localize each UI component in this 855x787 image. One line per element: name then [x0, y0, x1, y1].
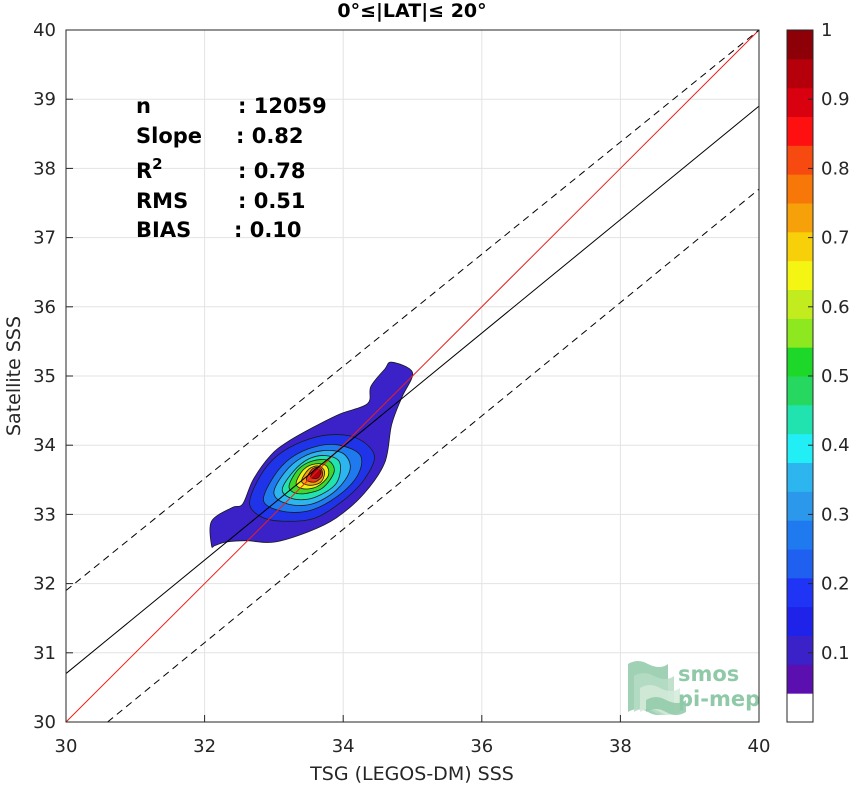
y-tick-label: 36 — [33, 297, 56, 318]
stat-bias-value: : 0.10 — [234, 218, 302, 242]
grid — [66, 30, 759, 722]
colorbar: 0.1 0.2 0.3 0.4 0.5 0.6 0.7 0.8 0.9 1 — [786, 20, 850, 723]
colorbar-segment — [787, 433, 813, 463]
colorbar-segment — [787, 347, 813, 377]
x-axis-ticks: 30 32 34 36 38 40 — [55, 715, 771, 757]
x-tick-label: 32 — [193, 736, 216, 757]
colorbar-segment — [787, 491, 813, 521]
colorbar-tick-label: 0.5 — [821, 366, 850, 387]
colorbar-tick-label: 0.2 — [821, 574, 850, 595]
y-tick-label: 32 — [33, 574, 56, 595]
y-axis-ticks: 30 31 32 33 34 35 36 37 38 39 40 — [33, 20, 73, 733]
colorbar-segment — [787, 145, 813, 175]
regression-line — [66, 105, 759, 674]
chart-title: 0°≤|LAT|≤ 20° — [337, 0, 486, 22]
stat-r-value: : 0.78 — [238, 159, 306, 183]
colorbar-tick-label: 0.9 — [821, 89, 850, 110]
x-axis-label: TSG (LEGOS-DM) SSS — [309, 763, 514, 785]
x-tick-label: 34 — [332, 736, 355, 757]
colorbar-segment — [787, 58, 813, 89]
colorbar-tick-label: 0.7 — [821, 228, 850, 249]
colorbar-segment — [787, 318, 813, 348]
y-tick-label: 39 — [33, 89, 56, 110]
reference-lines — [66, 30, 759, 722]
y-tick-label: 30 — [33, 712, 56, 733]
lower-bound-line — [107, 188, 759, 722]
y-tick-label: 35 — [33, 366, 56, 387]
upper-bound-line — [66, 30, 759, 591]
statistics-box: n : 12059 Slope : 0.82 R2 : 0.78 RMS : 0.51 BIAS… — [136, 94, 327, 242]
stat-slope-label: Slope — [136, 124, 202, 148]
colorbar-tick-label: 0.3 — [821, 504, 850, 525]
logo-text: smos — [678, 662, 739, 686]
stat-rms-label: RMS — [136, 189, 188, 213]
stat-n-value: : 12059 — [238, 94, 327, 118]
y-tick-label: 40 — [33, 20, 56, 41]
colorbar-segment — [787, 289, 813, 319]
y-tick-label: 34 — [33, 435, 56, 456]
colorbar-segment — [787, 606, 813, 636]
y-tick-label: 31 — [33, 643, 56, 664]
x-tick-label: 40 — [748, 736, 771, 757]
x-tick-label: 36 — [470, 736, 493, 757]
colorbar-segment — [787, 174, 813, 204]
colorbar-segment — [787, 664, 813, 694]
logo-wave-shape — [646, 697, 686, 715]
colorbar-segment — [787, 549, 813, 579]
stat-bias-label: BIAS — [136, 218, 191, 242]
colorbar-segment — [787, 260, 813, 290]
x-tick-label: 30 — [55, 736, 78, 757]
stat-superscript: 2 — [152, 155, 162, 173]
x-tick-label: 38 — [609, 736, 632, 757]
colorbar-tick-label: 0.1 — [821, 643, 850, 664]
colorbar-segment — [787, 462, 813, 492]
logo-text: pi-mep — [678, 687, 760, 711]
stat-r-label: R2 — [136, 155, 163, 183]
y-tick-label: 38 — [33, 158, 56, 179]
colorbar-segment — [787, 87, 813, 117]
colorbar-tick-label: 0.8 — [821, 158, 850, 179]
y-axis-label: Satellite SSS — [3, 316, 25, 436]
identity-line — [66, 30, 759, 722]
colorbar-segment — [787, 30, 813, 60]
colorbar-segment — [787, 116, 813, 146]
colorbar-segment — [787, 404, 813, 435]
colorbar-tick-label: 0.4 — [821, 435, 850, 456]
colorbar-tick-label: 1 — [821, 20, 832, 41]
colorbar-segment — [787, 693, 813, 723]
density-contours — [209, 361, 414, 548]
colorbar-segment — [787, 203, 813, 233]
colorbar-segment — [787, 376, 813, 406]
stat-rms-value: : 0.51 — [238, 189, 306, 213]
colorbar-tick-label: 0.6 — [821, 297, 850, 318]
y-tick-label: 37 — [33, 228, 56, 249]
stat-slope-value: : 0.82 — [236, 124, 304, 148]
colorbar-segment — [787, 635, 813, 665]
y-tick-label: 33 — [33, 504, 56, 525]
stat-n-label: n — [136, 94, 151, 118]
colorbar-segment — [787, 577, 813, 608]
colorbar-segment — [787, 231, 813, 262]
colorbar-segment — [787, 520, 813, 550]
